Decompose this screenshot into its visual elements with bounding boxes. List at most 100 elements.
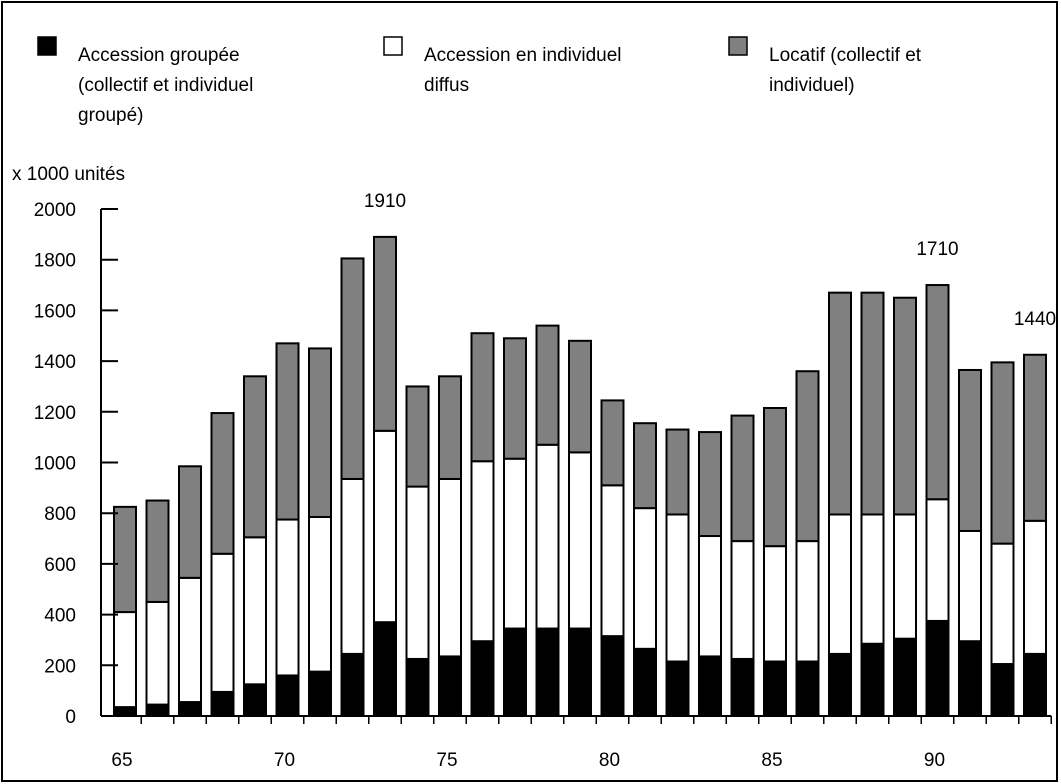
bar-78-diffus	[535, 443, 560, 630]
bar-92-locatif	[990, 361, 1015, 545]
bar-77-groupee	[503, 627, 527, 717]
bar-73-diffus	[373, 429, 397, 624]
bar-89-locatif	[893, 296, 917, 516]
bar-91-groupee	[958, 640, 982, 718]
bar-66-diffus	[145, 600, 170, 706]
y-tick-label-1000: 1000	[34, 454, 76, 475]
bar-87-locatif	[828, 291, 852, 516]
bar-68-locatif	[210, 412, 235, 555]
bar-77-locatif	[503, 337, 527, 460]
y-tick-label-200: 200	[44, 656, 76, 677]
bar-74-locatif	[405, 385, 430, 488]
bar-80-groupee	[600, 635, 625, 718]
y-tick-label-400: 400	[44, 606, 76, 627]
bar-65-diffus	[113, 611, 137, 709]
bar-70-locatif	[275, 342, 300, 521]
bar-71-locatif	[308, 347, 332, 519]
bar-83-groupee	[698, 655, 722, 717]
bar-91-diffus	[958, 529, 982, 643]
bar-68-diffus	[210, 552, 235, 693]
bar-81-locatif	[633, 422, 657, 510]
bar-69-groupee	[243, 683, 267, 717]
bar-81-diffus	[633, 507, 657, 650]
bar-74-groupee	[405, 657, 430, 718]
bar-66-locatif	[145, 499, 170, 603]
bar-83-locatif	[698, 431, 722, 538]
axes: 0 200 400 600 800 1000 1200 1400 1600 1800 2000 65 7…	[34, 200, 1052, 771]
bar-71-diffus	[308, 516, 332, 673]
y-tick-label-600: 600	[44, 555, 76, 576]
bar-69-diffus	[243, 536, 267, 686]
bar-76-locatif	[470, 332, 495, 463]
bar-93-locatif	[1023, 353, 1047, 522]
y-tick-label-0: 0	[65, 707, 76, 728]
bar-76-groupee	[470, 640, 495, 718]
bar-89-diffus	[893, 513, 917, 640]
bar-91-locatif	[958, 368, 982, 532]
y-tick-label-800: 800	[44, 504, 76, 525]
legend-label-1-line-3: groupé)	[78, 105, 144, 126]
x-tick-label-65: 65	[111, 750, 132, 771]
bar-79-groupee	[568, 627, 592, 717]
bar-66-groupee	[145, 703, 170, 718]
bar-65-groupee	[113, 706, 137, 718]
bar-89-groupee	[893, 637, 917, 717]
y-tick-label-1800: 1800	[34, 251, 76, 272]
bar-82-locatif	[665, 428, 690, 516]
bar-84-diffus	[730, 540, 755, 660]
bar-87-diffus	[828, 513, 852, 655]
y-axis-label: x 1000 unités	[12, 164, 125, 185]
bar-75-groupee	[438, 655, 462, 717]
y-tick-label-1200: 1200	[34, 403, 76, 424]
bar-85-locatif	[763, 406, 787, 548]
bar-84-locatif	[730, 414, 755, 543]
legend: Accession groupée (collectif et individue…	[37, 36, 922, 126]
bar-87-groupee	[828, 652, 852, 718]
bar-88-locatif	[860, 291, 885, 516]
bar-78-locatif	[535, 324, 560, 446]
annotation-1710: 1710	[916, 239, 958, 260]
bar-67-locatif	[178, 465, 202, 579]
bar-88-groupee	[860, 642, 885, 717]
legend-label-1-line-1: Accession groupée	[78, 45, 240, 66]
annotation-1440: 1440	[1014, 309, 1056, 330]
bar-82-diffus	[665, 513, 690, 663]
bar-90-locatif	[925, 284, 950, 501]
bar-80-diffus	[600, 484, 625, 638]
legend-label-3-line-1: Locatif (collectif et	[769, 45, 922, 66]
bar-74-diffus	[405, 485, 430, 660]
bar-70-diffus	[275, 518, 300, 677]
bar-86-diffus	[795, 540, 820, 663]
bar-93-diffus	[1023, 519, 1047, 655]
bar-69-locatif	[243, 375, 267, 539]
bar-90-diffus	[925, 498, 950, 622]
bar-72-locatif	[340, 257, 365, 480]
bar-79-locatif	[568, 339, 592, 454]
x-tick-label-80: 80	[599, 750, 620, 771]
bar-76-diffus	[470, 460, 495, 643]
bar-92-diffus	[990, 542, 1015, 666]
bar-75-diffus	[438, 477, 462, 658]
bar-79-diffus	[568, 451, 592, 630]
bar-70-groupee	[275, 674, 300, 718]
legend-swatch-2	[383, 36, 403, 56]
bars	[113, 235, 1047, 718]
bar-83-diffus	[698, 535, 722, 658]
bar-75-locatif	[438, 375, 462, 480]
bar-82-groupee	[665, 660, 690, 717]
bar-86-locatif	[795, 370, 820, 543]
y-tick-label-1600: 1600	[34, 301, 76, 322]
annotations: 1910 1710 1440	[364, 191, 1056, 330]
legend-label-3-line-2: individuel)	[769, 75, 855, 96]
bar-73-groupee	[373, 621, 397, 718]
bar-80-locatif	[600, 399, 625, 487]
bar-85-diffus	[763, 545, 787, 663]
legend-label-2-line-1: Accession en individuel	[424, 45, 622, 66]
bar-90-groupee	[925, 619, 950, 717]
legend-swatch-3	[728, 36, 748, 56]
bar-72-diffus	[340, 477, 365, 655]
bar-81-groupee	[633, 647, 657, 718]
bar-68-groupee	[210, 690, 235, 717]
bar-67-groupee	[178, 701, 202, 717]
legend-swatch-1	[37, 36, 57, 56]
